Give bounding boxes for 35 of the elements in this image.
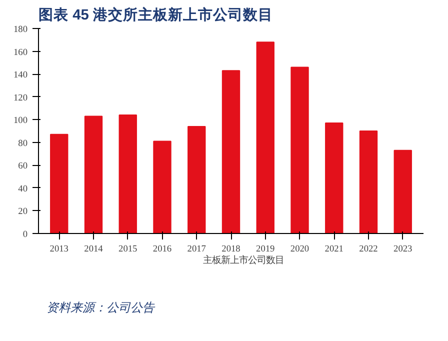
x-tick-label: 2016	[152, 244, 172, 254]
bar	[153, 140, 172, 234]
bar	[222, 70, 240, 234]
x-tick-label: 2017	[187, 244, 206, 254]
x-tick-label: 2022	[359, 244, 378, 254]
y-tick-label: 100	[14, 116, 28, 126]
bar	[188, 126, 206, 234]
y-tick-label: 180	[14, 25, 28, 35]
x-tick-label: 2018	[222, 244, 241, 254]
bar	[325, 122, 344, 234]
chart-title: 图表 45 港交所主板新上市公司数目	[38, 6, 273, 24]
text: 主板新上市公司数目	[203, 254, 284, 267]
x-tick-label: 2023	[394, 244, 413, 254]
y-tick-label: 40	[18, 184, 28, 194]
x-tick-label: 2019	[256, 244, 276, 254]
x-tick-label: 2013	[50, 244, 69, 254]
x-tick-label: 2015	[118, 244, 138, 254]
bar	[84, 116, 103, 234]
y-tick-label: 80	[18, 138, 28, 149]
y-tick-label: 140	[14, 70, 28, 81]
text: 资料来源：公司公告	[46, 300, 156, 314]
y-tick-label: 20	[18, 207, 28, 218]
bar	[118, 114, 137, 234]
y-tick-label: 0	[22, 230, 28, 240]
y-tick-label: 120	[14, 93, 28, 104]
bar	[359, 130, 378, 234]
bar	[394, 150, 412, 234]
y-tick-label: 160	[14, 48, 28, 58]
bar	[256, 42, 274, 234]
x-tick-label: 2014	[84, 244, 104, 254]
x-tick-label: 2021	[324, 244, 344, 254]
x-tick-label: 2020	[290, 244, 310, 254]
bar	[50, 134, 68, 234]
bar	[290, 66, 309, 234]
y-tick-label: 60	[18, 162, 28, 172]
